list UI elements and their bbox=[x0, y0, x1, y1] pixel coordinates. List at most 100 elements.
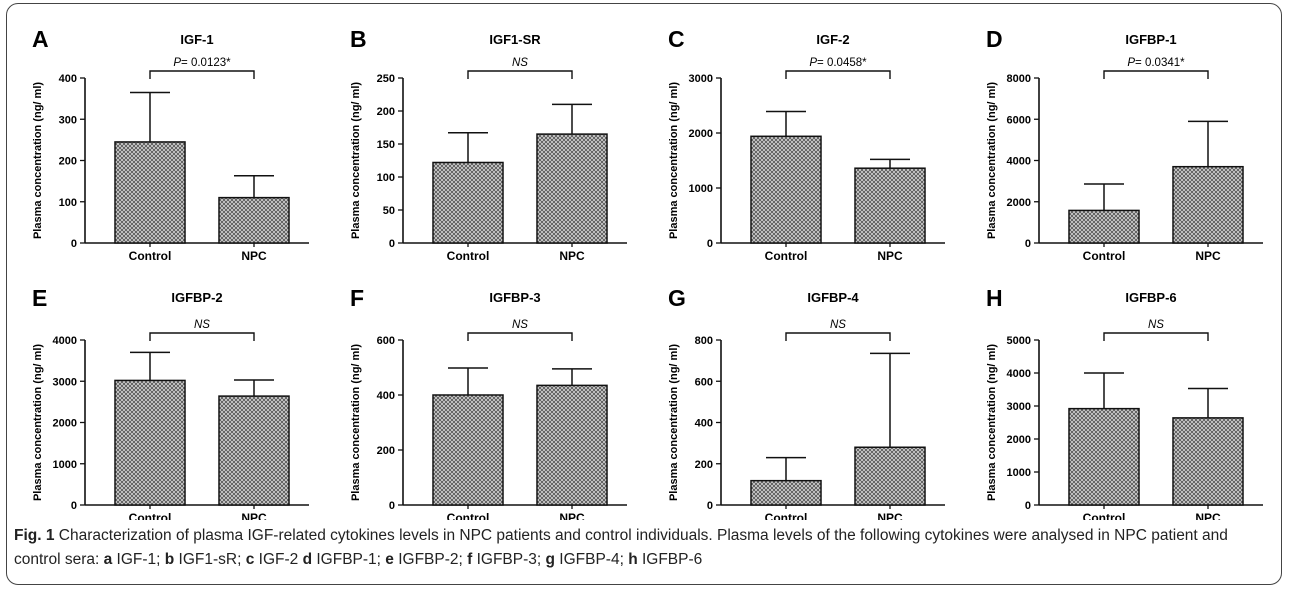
y-tick-label: 6000 bbox=[1007, 114, 1031, 126]
caption-item-letter: h bbox=[628, 551, 638, 568]
panel-title: IGF1-SR bbox=[489, 32, 541, 47]
x-tick-label: Control bbox=[129, 249, 172, 263]
y-tick-label: 2000 bbox=[1007, 197, 1031, 209]
chart-panel-a: A IGF-1 0 100 200 300 400 Plasma concentration … bbox=[32, 26, 309, 263]
y-tick-label: 0 bbox=[1025, 500, 1031, 512]
bar-npc bbox=[218, 196, 290, 244]
caption-item-text: IGF1-sR; bbox=[174, 551, 246, 568]
caption-item-letter: d bbox=[302, 551, 313, 568]
panel-title: IGFBP-1 bbox=[1125, 32, 1176, 47]
bar-npc bbox=[218, 395, 290, 506]
chart-panel-d: D IGFBP-1 0 2000 4000 6000 8000 Plasma concentr… bbox=[986, 26, 1263, 263]
y-tick-label: 250 bbox=[377, 73, 395, 85]
y-tick-label: 5000 bbox=[1007, 335, 1031, 347]
panel-title: IGFBP-6 bbox=[1125, 290, 1176, 305]
significance-bracket bbox=[467, 332, 573, 341]
y-tick-label: 100 bbox=[59, 197, 77, 209]
caption-item-letter: b bbox=[164, 551, 175, 568]
x-tick-label: NPC bbox=[559, 249, 585, 263]
y-tick-label: 4000 bbox=[53, 335, 77, 347]
figure-frame bbox=[6, 3, 1282, 585]
y-axis-label: Plasma concentration (ng/ ml) bbox=[986, 82, 998, 239]
chart-panel-c: C IGF-2 0 1000 2000 3000 Plasma concentration … bbox=[668, 26, 945, 263]
chart-panel-g: G IGFBP-4 0 200 400 600 800 Plasma concentratio… bbox=[668, 285, 945, 520]
y-tick-label: 400 bbox=[377, 390, 395, 402]
bar-control bbox=[432, 161, 504, 244]
caption-items: a IGF-1; b IGF1-sR; c IGF-2 d IGFBP-1; e… bbox=[104, 551, 703, 568]
chart-panel-b: B IGF1-SR 0 50 100 150 200 250 Plasma concentrat… bbox=[350, 26, 627, 263]
bar-npc bbox=[1172, 417, 1244, 506]
significance-bracket bbox=[149, 332, 255, 341]
y-tick-label: 4000 bbox=[1007, 156, 1031, 168]
y-tick-label: 1000 bbox=[689, 183, 713, 195]
y-axis-label: Plasma concentration (ng/ ml) bbox=[668, 82, 680, 239]
bar-npc bbox=[854, 446, 926, 506]
chart-panel-e: E IGFBP-2 0 1000 2000 3000 4000 Plasma concentr… bbox=[32, 285, 309, 520]
y-tick-label: 100 bbox=[377, 172, 395, 184]
bar-control bbox=[114, 141, 186, 244]
significance-bracket bbox=[149, 70, 255, 79]
panel-title: IGFBP-2 bbox=[171, 290, 222, 305]
significance-label: NS bbox=[512, 319, 528, 331]
panel-letter: G bbox=[668, 285, 686, 311]
y-tick-label: 0 bbox=[389, 500, 395, 512]
y-axis-label: Plasma concentration (ng/ ml) bbox=[668, 344, 680, 501]
y-tick-label: 0 bbox=[71, 500, 77, 512]
x-tick-label: NPC bbox=[241, 249, 267, 263]
panel-letter: D bbox=[986, 26, 1003, 52]
x-tick-label: Control bbox=[765, 249, 808, 263]
y-axis-label: Plasma concentration (ng/ ml) bbox=[32, 82, 44, 239]
y-tick-label: 8000 bbox=[1007, 73, 1031, 85]
caption-item-text: IGF-2 bbox=[254, 551, 303, 568]
significance-bracket bbox=[1103, 70, 1209, 79]
chart-panel-f: F IGFBP-3 0 200 400 600 Plasma concentration (… bbox=[350, 285, 627, 520]
y-tick-label: 3000 bbox=[53, 376, 77, 388]
panel-letter: E bbox=[32, 285, 47, 311]
bar-npc bbox=[1172, 165, 1244, 244]
panel-letter: H bbox=[986, 285, 1003, 311]
significance-bracket bbox=[1103, 332, 1209, 341]
y-tick-label: 200 bbox=[377, 445, 395, 457]
significance-bracket bbox=[785, 332, 891, 341]
x-tick-label: NPC bbox=[877, 249, 903, 263]
x-tick-label: NPC bbox=[241, 511, 267, 520]
y-tick-label: 800 bbox=[695, 335, 713, 347]
panel-letter: F bbox=[350, 285, 364, 311]
bar-control bbox=[1068, 407, 1140, 506]
bar-npc bbox=[536, 384, 608, 506]
y-tick-label: 2000 bbox=[53, 418, 77, 430]
panel-letter: B bbox=[350, 26, 367, 52]
significance-label: P= 0.0341* bbox=[1127, 57, 1185, 69]
x-tick-label: NPC bbox=[559, 511, 585, 520]
y-tick-label: 2000 bbox=[1007, 434, 1031, 446]
panel-title: IGFBP-4 bbox=[807, 290, 859, 305]
y-tick-label: 0 bbox=[1025, 238, 1031, 250]
bar-control bbox=[1068, 209, 1140, 244]
significance-label: P= 0.0123* bbox=[173, 57, 231, 69]
y-tick-label: 400 bbox=[695, 418, 713, 430]
y-tick-label: 1000 bbox=[53, 459, 77, 471]
y-tick-label: 600 bbox=[695, 376, 713, 388]
x-tick-label: NPC bbox=[877, 511, 903, 520]
figure-caption: Fig. 1 Characterization of plasma IGF-re… bbox=[14, 524, 1276, 572]
chart-panel-h: H IGFBP-6 0 1000 2000 3000 4000 5000 Plasma conc… bbox=[986, 285, 1263, 520]
p-value-symbol: P bbox=[809, 57, 817, 69]
y-tick-label: 0 bbox=[707, 238, 713, 250]
panel-title: IGF-2 bbox=[816, 32, 849, 47]
y-tick-label: 200 bbox=[377, 106, 395, 118]
x-tick-label: Control bbox=[765, 511, 808, 520]
bar-control bbox=[114, 379, 186, 506]
y-axis-label: Plasma concentration (ng/ ml) bbox=[350, 344, 362, 501]
bar-control bbox=[750, 135, 822, 244]
panel-title: IGFBP-3 bbox=[489, 290, 540, 305]
significance-label: NS bbox=[830, 319, 846, 331]
y-tick-label: 0 bbox=[389, 238, 395, 250]
x-tick-label: Control bbox=[1083, 511, 1126, 520]
y-tick-label: 4000 bbox=[1007, 368, 1031, 380]
x-tick-label: Control bbox=[447, 511, 490, 520]
y-tick-label: 0 bbox=[707, 500, 713, 512]
x-tick-label: NPC bbox=[1195, 511, 1221, 520]
significance-label: P= 0.0458* bbox=[809, 57, 867, 69]
p-value-symbol: P bbox=[1127, 57, 1135, 69]
y-tick-label: 200 bbox=[59, 156, 77, 168]
